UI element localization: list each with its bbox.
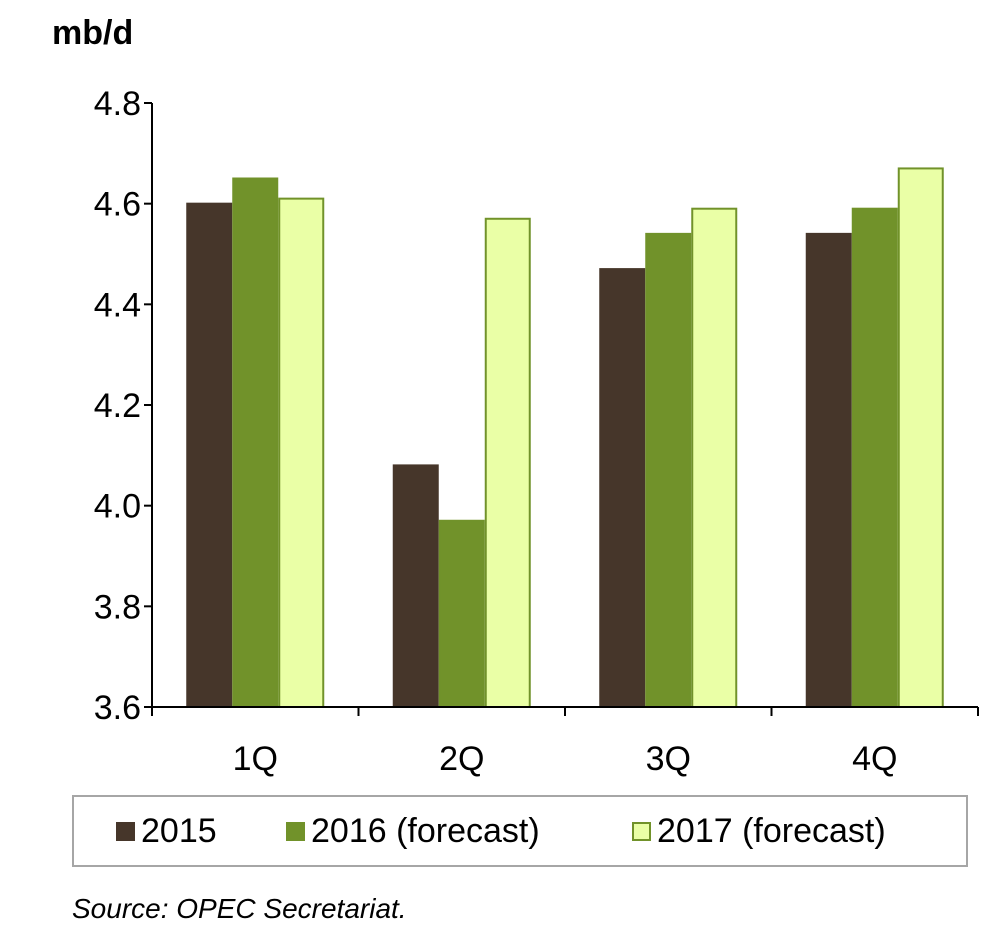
bar-4q-series-2 [851, 207, 898, 708]
legend-swatch-2017 [632, 821, 651, 841]
y-axis-label: mb/d [52, 14, 134, 52]
legend-label-2017: 2017 (forecast) [657, 811, 886, 850]
bar-2q-series-2 [438, 519, 485, 708]
bar-3q-series-2 [645, 232, 692, 708]
y-axis-ticks: 3.6 3.8 4.0 4.2 4.4 4.6 4.8 [94, 85, 152, 727]
bar-1q-series-2 [232, 177, 279, 708]
x-tick-label: 4Q [852, 740, 897, 778]
legend-item-2017: 2017 (forecast) [632, 797, 886, 865]
x-tick-label: 1Q [233, 740, 278, 778]
y-tick-label: 3.8 [94, 588, 141, 626]
legend-swatch-2016 [286, 821, 305, 841]
legend: 2015 2016 (forecast) 2017 (forecast) [72, 795, 968, 867]
y-tick-label: 4.8 [94, 85, 141, 123]
y-tick-label: 4.4 [94, 286, 141, 324]
source-note: Source: OPEC Secretariat. [72, 893, 407, 924]
y-tick-label: 4.2 [94, 387, 141, 425]
bar-4q-series-3 [897, 167, 944, 708]
bar-1q-series-3 [278, 197, 325, 708]
bar-2q-series-1 [392, 464, 439, 708]
legend-item-2015: 2015 [116, 797, 217, 865]
legend-label-2016: 2016 (forecast) [311, 811, 540, 850]
x-axis-ticks: 1Q 2Q 3Q 4Q [151, 707, 979, 778]
x-tick-label: 2Q [439, 740, 484, 778]
bar-3q-series-3 [691, 207, 738, 708]
x-tick-label: 3Q [646, 740, 691, 778]
bars-group [186, 167, 944, 709]
legend-swatch-2015 [116, 821, 135, 841]
bar-3q-series-1 [599, 268, 646, 708]
bar-2q-series-3 [484, 217, 531, 708]
legend-label-2015: 2015 [141, 811, 217, 850]
legend-item-2016: 2016 (forecast) [286, 797, 540, 865]
y-tick-label: 3.6 [94, 689, 141, 727]
bar-4q-series-1 [805, 232, 852, 708]
bar-1q-series-1 [186, 202, 233, 709]
y-tick-label: 4.6 [94, 186, 141, 224]
y-tick-label: 4.0 [94, 488, 141, 526]
